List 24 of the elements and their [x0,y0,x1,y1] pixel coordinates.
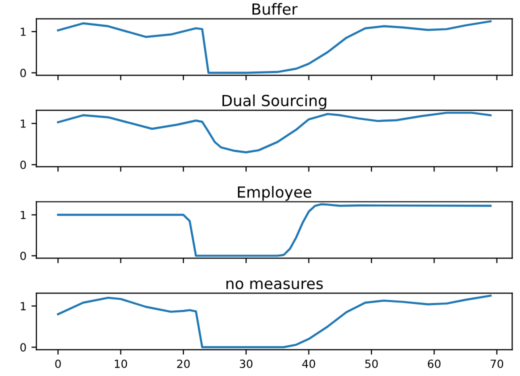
x-tick-label: 70 [490,360,504,368]
y-tick-label: 0 [20,160,26,170]
y-tick-label: 1 [20,28,26,36]
x-tick-label: 0 [55,360,61,368]
chart-title: Dual Sourcing [222,94,326,110]
line-series [56,294,492,348]
y-tick-label: 0 [20,343,26,352]
x-tick-label: 40 [302,360,316,368]
y-tick-label: 1 [20,302,26,310]
x-tick-label: 30 [240,360,252,368]
line-series [56,20,492,74]
chart-title: no measures [226,280,323,290]
chart-title: Buffer [252,3,298,15]
x-tick-label: 10 [114,360,128,368]
x-tick-label: 60 [428,360,440,368]
line-series [56,203,492,257]
x-tick-label: 50 [365,360,378,368]
y-tick-label: 1 [20,120,26,128]
line-series [56,112,492,154]
chart-title: Employee [238,186,312,201]
y-tick-label: 1 [20,210,26,220]
x-tick-label: 20 [177,360,190,368]
y-tick-label: 0 [20,68,26,78]
y-tick-label: 0 [20,252,26,260]
